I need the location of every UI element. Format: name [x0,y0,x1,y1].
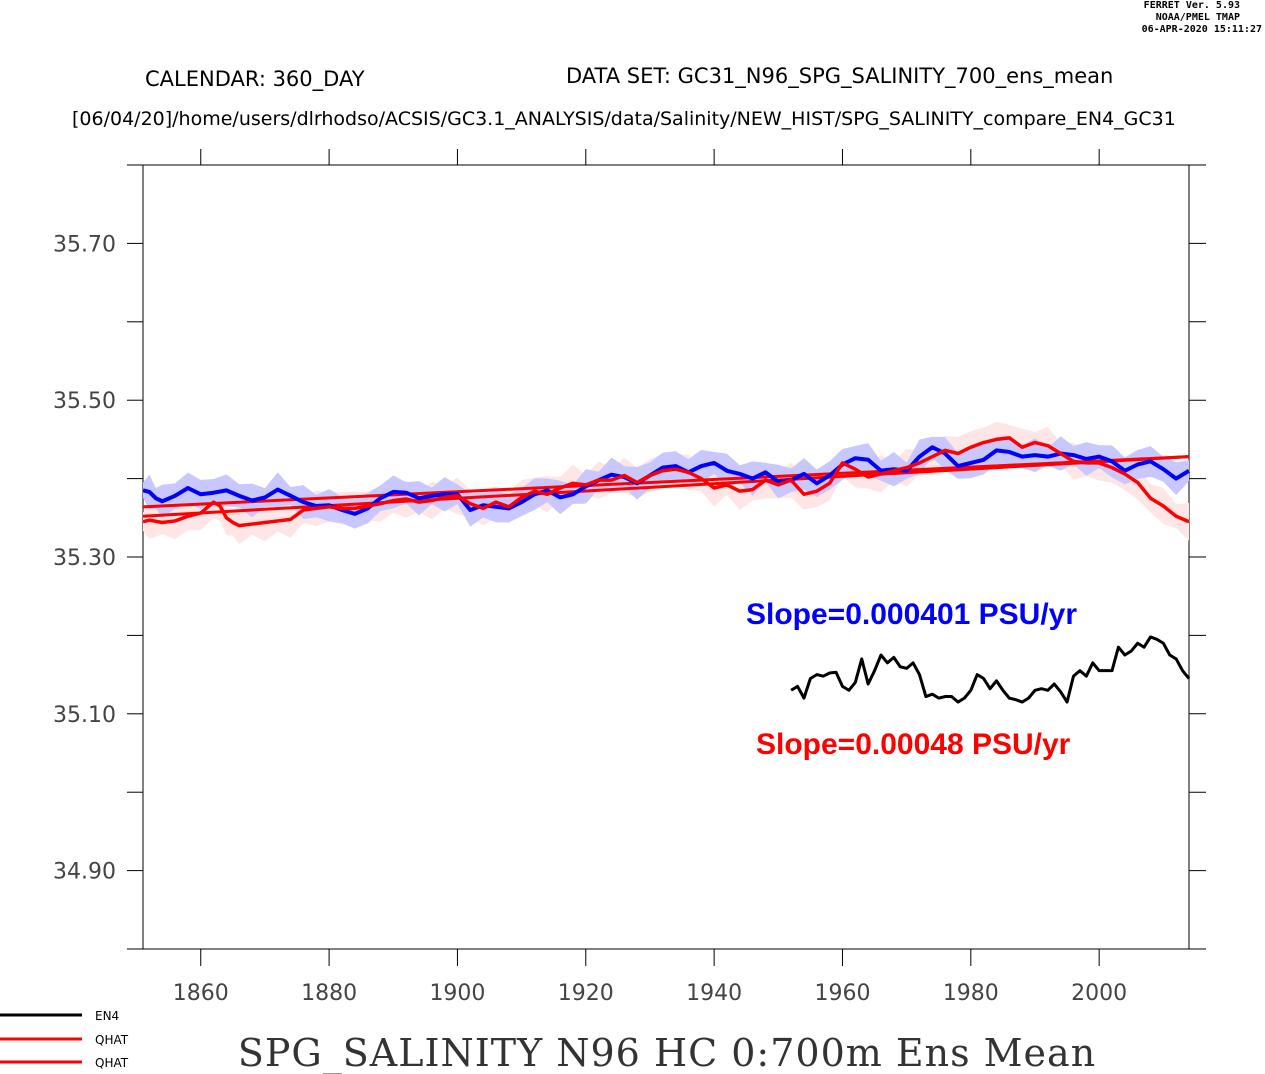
x-tick-label: 1900 [429,981,485,1006]
x-axis: 1860 1880 1900 1920 1940 1960 1980 2000 [173,149,1127,1006]
x-tick-label: 1920 [558,981,614,1006]
legend-label-en4: EN4 [95,1009,119,1023]
legend-label-qhat-2: QHAT [95,1056,129,1070]
x-tick-label: 1980 [943,981,999,1006]
ferret-stamp: FERRET Ver. 5.93 NOAA/PMEL TMAP 06-APR-2… [1142,0,1262,35]
calendar-label: CALENDAR: 360_DAY [145,67,365,92]
stamp-org: NOAA/PMEL TMAP [1156,12,1240,23]
y-tick-label: 34.90 [53,860,116,885]
slope-annotation-red: Slope=0.00048 PSU/yr [756,728,1071,761]
x-tick-label: 1880 [301,981,357,1006]
chart-title: SPG_SALINITY N96 HC 0:700m Ens Mean [238,1031,1096,1074]
y-axis: 34.90 35.10 35.30 35.50 35.70 [53,164,1206,950]
y-tick-label: 35.50 [53,389,116,414]
plot-frame [142,164,1190,950]
x-tick-label: 1960 [814,981,870,1006]
file-path: [06/04/20]/home/users/dlrhodso/ACSIS/GC3… [72,108,1176,130]
slope-annotation-blue: Slope=0.000401 PSU/yr [746,598,1077,631]
y-tick-label: 35.30 [53,546,116,571]
series-lines [142,436,1191,704]
x-tick-label: 1860 [173,981,229,1006]
series-line [790,635,1191,704]
y-tick-label: 35.10 [53,703,116,728]
dataset-label: DATA SET: GC31_N96_SPG_SALINITY_700_ens_… [566,64,1113,89]
stamp-version: FERRET Ver. 5.93 [1144,0,1240,11]
stamp-date: 06-APR-2020 15:11:27 [1142,24,1262,35]
x-tick-label: 1940 [686,981,742,1006]
series-line [142,436,1190,528]
legend-label-qhat-1: QHAT [95,1033,129,1047]
series-line [142,455,1190,509]
legend: EN4 QHAT QHAT [0,1009,129,1070]
y-tick-label: 35.70 [53,232,116,257]
x-tick-label: 2000 [1071,981,1127,1006]
